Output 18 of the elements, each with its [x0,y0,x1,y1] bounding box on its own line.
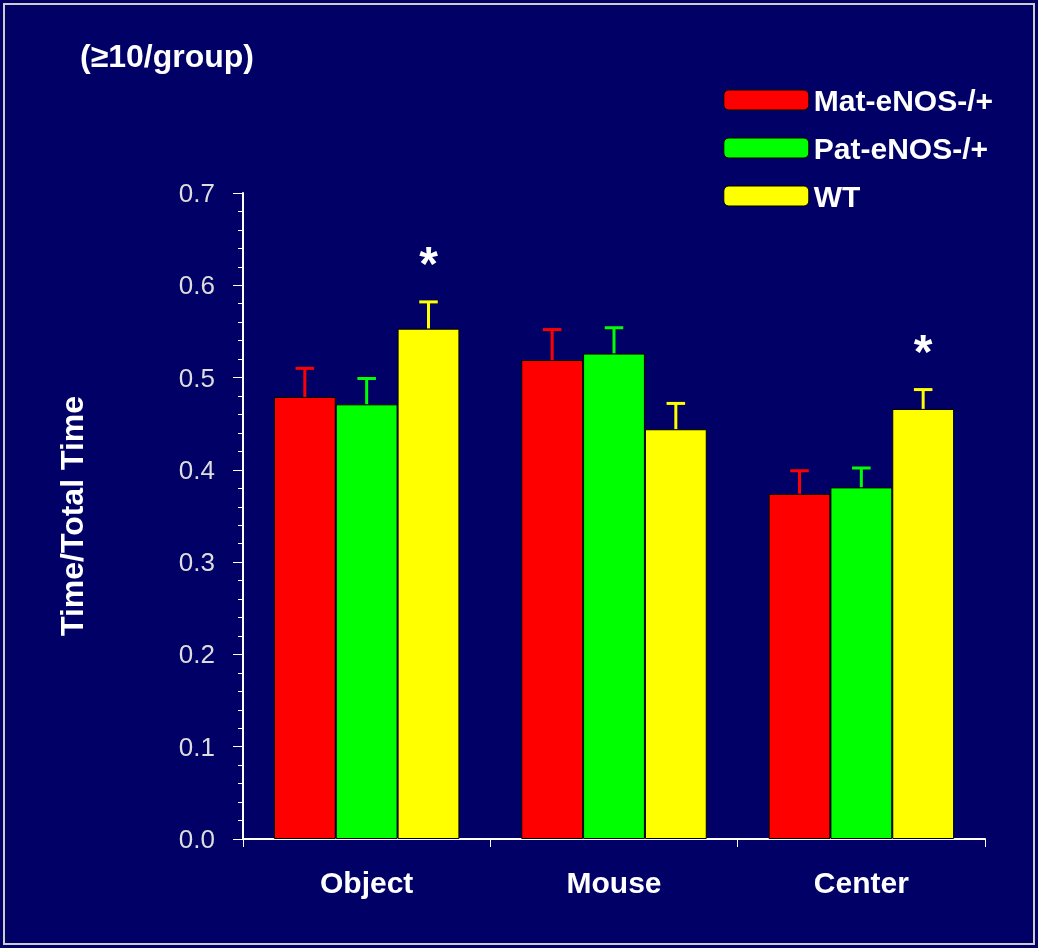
legend-label: Mat-eNOS-/+ [813,83,994,117]
y-tick-label: 0.1 [178,731,215,762]
x-tick-label: Center [813,865,910,899]
legend-label: Pat-eNOS-/+ [813,131,989,165]
y-tick-label: 0.5 [178,362,215,393]
y-tick-label: 0.7 [178,178,215,208]
y-axis-title: Time/Total Time [54,395,90,637]
y-tick-label: 0.0 [178,824,215,854]
legend-label: WT [813,179,861,213]
chart-title: (≥10/group) [80,38,254,74]
x-tick-label: Mouse [566,865,662,899]
y-tick-label: 0.3 [178,547,215,578]
y-tick-label: 0.6 [178,270,215,301]
data-label: * [419,237,439,291]
data-label: * [913,325,933,379]
y-tick-label: 0.4 [178,454,215,485]
y-tick-label: 0.2 [178,639,215,670]
x-tick-label: Object [319,865,414,899]
